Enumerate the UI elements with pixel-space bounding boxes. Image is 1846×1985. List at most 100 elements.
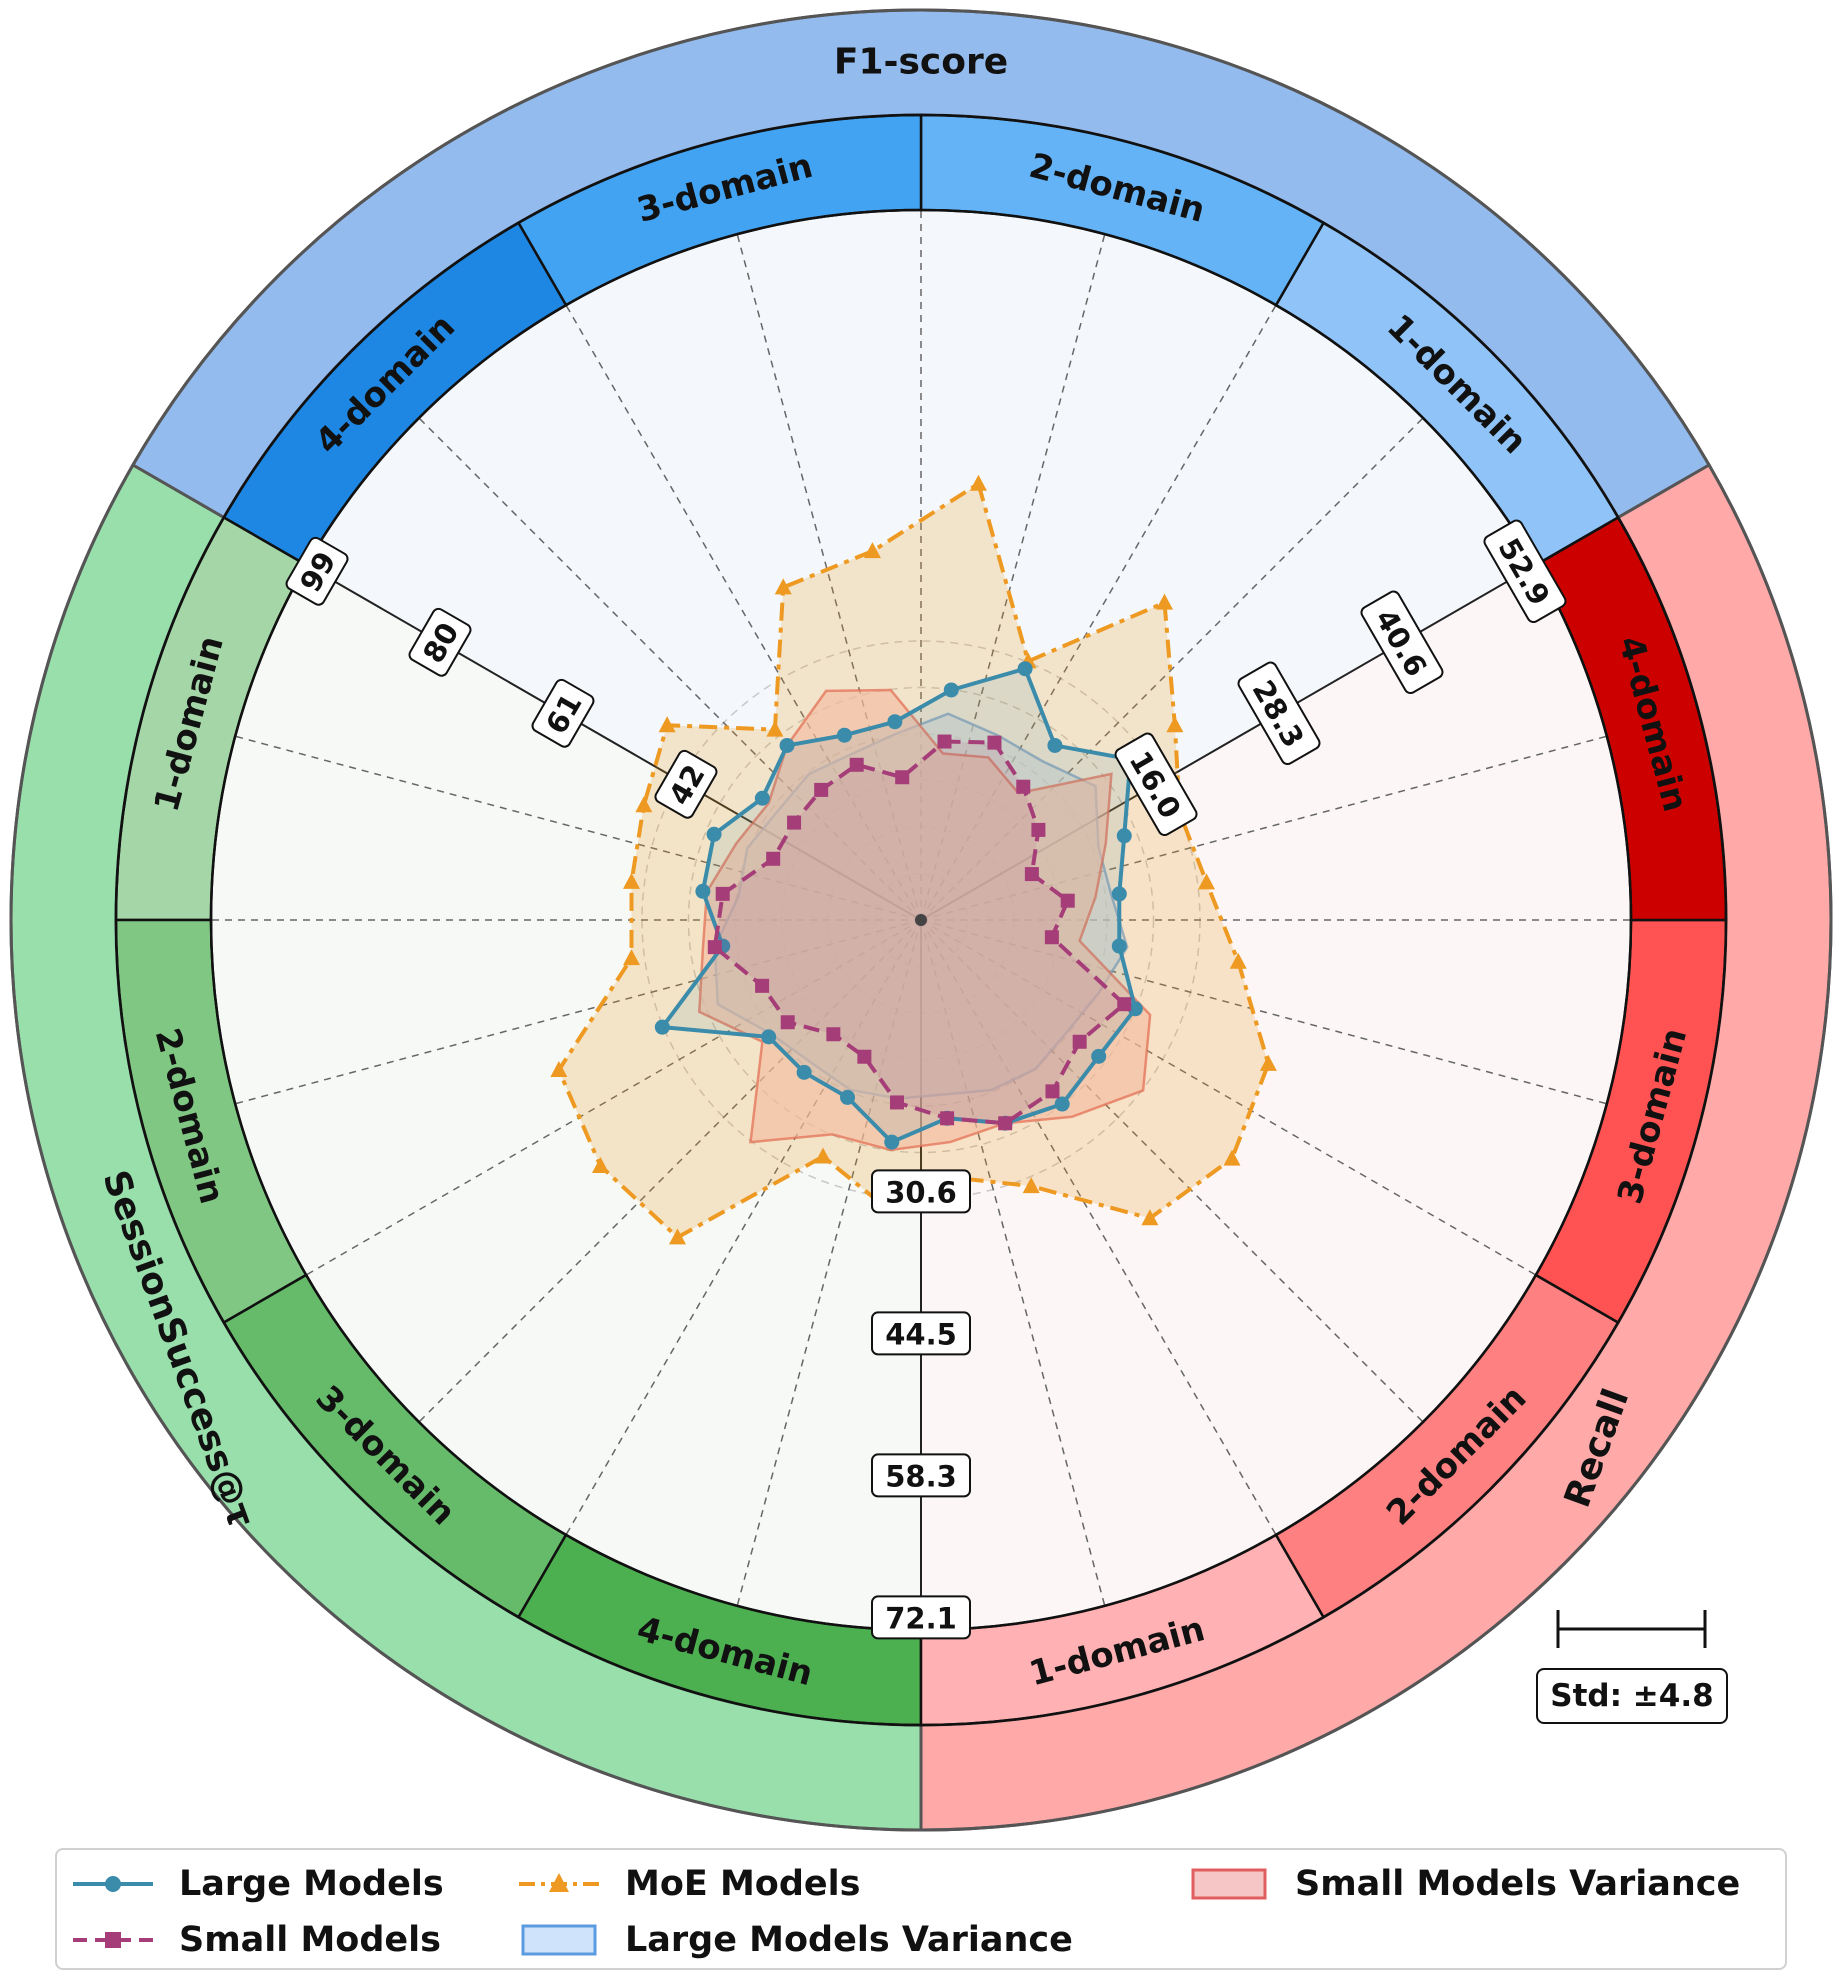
small-model-point [1024,867,1039,882]
large-line-icon [73,1876,153,1892]
moe-model-point [1022,1177,1040,1194]
small-model-point [1060,893,1075,908]
moe-model-point [622,872,640,889]
moe-line-icon [519,1873,599,1892]
small-model-point [1031,822,1046,837]
moe-model-point [766,720,784,737]
small-model-point [766,851,781,866]
small-model-point [998,1116,1013,1131]
legend-item-large-variance: Large Models Variance [517,1912,1073,1968]
legend: Large Models Small Models MoE Models Lar… [55,1848,1787,1970]
outer-border [9,8,1833,1832]
moe-model-point [814,1147,832,1164]
small-model-point [707,940,722,955]
moe-model-point [635,796,653,813]
svg-text:58.3: 58.3 [885,1459,957,1493]
large-model-point [754,790,770,806]
series-fill [714,741,1125,1124]
large-model-point [1054,1096,1070,1112]
moe-model-point [1166,716,1184,733]
radar-chart: 1-domain2-domain3-domain4-domain1-domain… [9,8,1833,1832]
moe-model-point [1229,952,1247,969]
large-model-point [1111,938,1127,954]
small-model-point [895,770,910,785]
moe-model-point [774,578,792,595]
small-model-point [787,815,802,830]
small-model-point [1072,1034,1087,1049]
f1-tick-label: 30.6 [871,1169,971,1214]
moe-model-point [668,1228,686,1245]
large-model-point [840,1089,856,1105]
moe-model-point [1156,593,1174,610]
small-model-point [849,757,864,772]
small-model-point [987,735,1002,750]
session-tick-label: 80 [408,607,472,677]
large-model-point [761,1029,777,1045]
small-model-point [940,1111,955,1126]
moe-model-point [591,1156,609,1173]
large-model-point [943,682,959,698]
moe-model-point [969,474,987,491]
large-model-point [887,714,903,730]
legend-item-small-variance: Small Models Variance [1187,1856,1740,1912]
std-label: Std: ±4.8 [1536,1668,1728,1724]
large-model-point [1116,828,1132,844]
f1-tick-label: 44.5 [871,1311,971,1356]
moe-model-point [1141,1209,1159,1226]
small-line-icon [73,1932,153,1948]
small-model-point [755,978,770,993]
large-model-point [706,826,722,842]
moe-model-point [863,542,881,559]
series-fill [558,483,1269,1238]
small-variance-swatch [1191,1868,1267,1900]
sub-ring-border [114,113,1728,1727]
large-model-point [1111,886,1127,902]
legend-label-small: Small Models [179,1920,441,1960]
f1-tick-label: 72.1 [871,1595,971,1640]
large-model-point [654,1019,670,1035]
moe-model-point [1259,1054,1277,1071]
category-label: F1-score [834,42,1008,83]
small-model-point [1016,779,1031,794]
large-model-point [836,727,852,743]
moe-model-point [1223,1149,1241,1166]
legend-item-small: Small Models [71,1912,441,1968]
svg-text:30.6: 30.6 [885,1175,957,1209]
small-model-point [1044,930,1059,945]
legend-item-large: Large Models [71,1856,444,1912]
moe-model-point [550,1061,568,1078]
center-dot [915,914,927,926]
std-bar [1556,1610,1707,1648]
small-model-point [1117,997,1132,1012]
large-model-point [796,1064,812,1080]
series-layer [550,474,1277,1245]
small-model-point [826,1027,841,1042]
legend-label-large: Large Models [179,1864,444,1904]
legend-label-small-variance: Small Models Variance [1295,1864,1741,1904]
large-model-point [1047,737,1063,753]
small-model-point [937,734,952,749]
large-model-point [779,737,795,753]
small-model-point [1045,1084,1060,1099]
large-variance-swatch [521,1924,597,1956]
legend-item-moe: MoE Models [517,1856,860,1912]
svg-text:72.1: 72.1 [885,1601,957,1635]
small-model-point [715,886,730,901]
category-rings: 1-domain2-domain3-domain4-domain1-domain… [9,8,1833,1832]
small-model-point [780,1015,795,1030]
legend-label-moe: MoE Models [625,1864,861,1904]
large-model-point [1017,661,1033,677]
small-model-point [814,782,829,797]
moe-model-point [1198,873,1216,890]
legend-label-large-variance: Large Models Variance [625,1920,1073,1960]
f1-tick-label: 58.3 [871,1453,971,1498]
large-model-point [884,1134,900,1150]
moe-model-point [658,716,676,733]
svg-text:44.5: 44.5 [885,1317,957,1351]
small-model-point [857,1049,872,1064]
large-model-point [1127,1001,1143,1017]
small-model-point [889,1095,904,1110]
large-model-point [1091,1048,1107,1064]
moe-model-point [622,949,640,966]
